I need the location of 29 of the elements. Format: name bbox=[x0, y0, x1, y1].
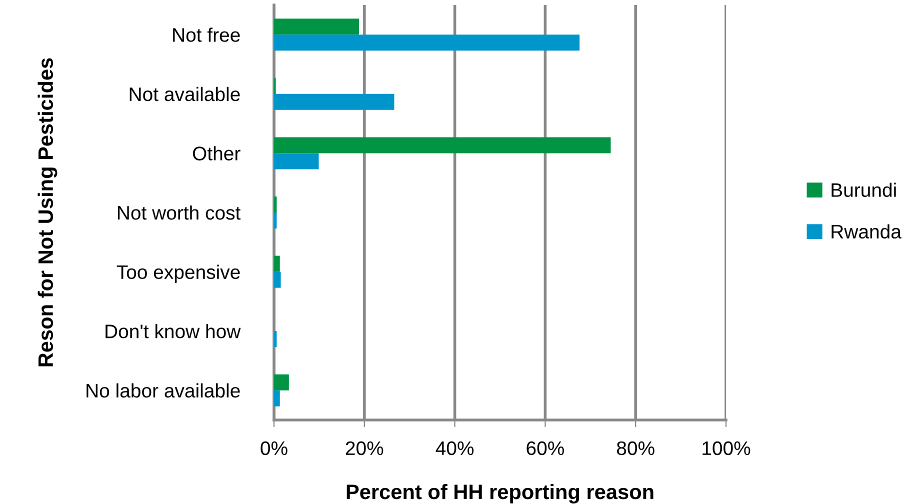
y-axis-title: Reson for Not Using Pesticides bbox=[38, 58, 58, 366]
x-tick-label: 20% bbox=[346, 441, 384, 456]
y-tick-label: Don't know how bbox=[106, 324, 241, 338]
bar bbox=[274, 212, 277, 229]
bar bbox=[274, 94, 394, 110]
bar bbox=[274, 256, 280, 272]
bar bbox=[274, 374, 289, 390]
bar bbox=[274, 272, 281, 288]
bar bbox=[274, 137, 611, 154]
bar bbox=[274, 196, 277, 212]
y-tick-label: No labor available bbox=[86, 383, 240, 398]
y-tick-label: Not worth cost bbox=[118, 205, 241, 220]
legend-label: Rwanda bbox=[832, 224, 902, 239]
bar bbox=[274, 18, 359, 35]
y-tick-label: Other bbox=[192, 146, 240, 160]
bar bbox=[274, 331, 277, 348]
bar bbox=[274, 390, 280, 406]
x-axis-title: Percent of HH reporting reason bbox=[346, 484, 654, 504]
y-tick-label: Too expensive bbox=[116, 264, 240, 283]
x-tick-label: 40% bbox=[436, 441, 474, 456]
x-tick-label: 0% bbox=[260, 441, 288, 456]
x-tick-label: 60% bbox=[526, 441, 564, 456]
bar bbox=[274, 34, 580, 51]
x-tick-label: 100% bbox=[702, 441, 750, 456]
x-tick-label: 80% bbox=[616, 441, 654, 456]
bar bbox=[274, 153, 319, 170]
legend-label: Burundi bbox=[832, 182, 896, 197]
y-tick-label: Not free bbox=[173, 28, 240, 42]
y-tick-label: Not available bbox=[130, 86, 240, 102]
